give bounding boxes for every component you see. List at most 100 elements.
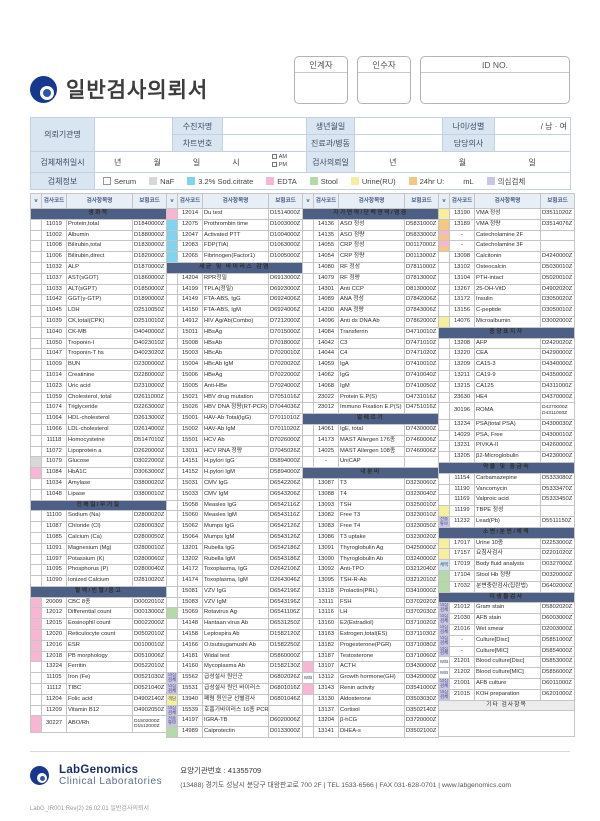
check-cell[interactable] <box>30 629 42 641</box>
check-cell[interactable] <box>30 683 42 695</box>
check-cell[interactable] <box>166 337 178 350</box>
check-cell[interactable] <box>438 240 450 253</box>
serum-checkbox[interactable] <box>103 177 111 185</box>
check-cell[interactable] <box>302 391 314 404</box>
check-cell[interactable] <box>30 326 42 339</box>
check-cell[interactable] <box>302 261 314 274</box>
check-cell[interactable] <box>166 251 178 263</box>
doctor-input[interactable] <box>494 134 571 152</box>
check-cell[interactable] <box>30 402 42 415</box>
check-cell[interactable] <box>166 726 178 739</box>
check-cell[interactable] <box>166 391 178 404</box>
check-cell[interactable] <box>438 494 450 507</box>
check-cell[interactable] <box>30 553 42 566</box>
check-cell[interactable] <box>166 618 178 631</box>
check-cell[interactable] <box>302 704 314 717</box>
check-cell[interactable] <box>166 639 178 652</box>
check-cell[interactable] <box>166 661 178 674</box>
check-cell[interactable] <box>302 294 314 307</box>
check-cell[interactable]: 의심 검체 <box>438 613 450 625</box>
check-cell[interactable] <box>302 564 314 577</box>
check-cell[interactable] <box>166 596 178 609</box>
check-cell[interactable] <box>30 672 42 685</box>
check-cell[interactable] <box>166 348 178 361</box>
check-cell[interactable] <box>30 467 42 479</box>
check-cell[interactable] <box>302 661 314 674</box>
check-cell[interactable] <box>30 607 42 620</box>
check-cell[interactable] <box>438 208 450 220</box>
check-cell[interactable] <box>302 553 314 566</box>
check-cell[interactable] <box>166 650 178 663</box>
check-cell[interactable] <box>438 418 450 431</box>
check-cell[interactable] <box>30 294 42 307</box>
check-cell[interactable] <box>30 348 42 361</box>
check-cell[interactable] <box>438 305 450 317</box>
check-cell[interactable] <box>30 521 42 533</box>
check-cell[interactable] <box>302 542 314 555</box>
check-cell[interactable] <box>166 218 178 231</box>
check-cell[interactable] <box>166 283 178 296</box>
pm-checkbox[interactable]: PM <box>271 162 287 168</box>
check-cell[interactable] <box>30 618 42 631</box>
check-cell[interactable]: 의심 검체 <box>438 677 450 690</box>
check-cell[interactable] <box>438 505 450 518</box>
check-cell[interactable] <box>30 261 42 274</box>
check-cell[interactable] <box>438 369 450 382</box>
check-cell[interactable]: W/B <box>438 656 450 669</box>
check-cell[interactable]: W/B <box>438 667 450 679</box>
check-cell[interactable] <box>166 369 178 382</box>
check-cell[interactable] <box>166 402 178 415</box>
check-cell[interactable] <box>302 477 314 490</box>
check-cell[interactable] <box>302 229 314 242</box>
check-cell[interactable] <box>30 510 42 523</box>
check-cell[interactable] <box>302 423 314 436</box>
check-cell[interactable] <box>302 315 314 328</box>
check-cell[interactable] <box>438 315 450 328</box>
check-cell[interactable]: 의심 검체 <box>166 704 178 717</box>
check-cell[interactable] <box>30 305 42 317</box>
dept-input[interactable] <box>354 134 443 152</box>
check-cell[interactable] <box>166 359 178 371</box>
check-cell[interactable] <box>438 402 450 420</box>
check-cell[interactable] <box>30 639 42 652</box>
check-cell[interactable] <box>30 650 42 663</box>
check-cell[interactable] <box>302 510 314 523</box>
check-cell[interactable] <box>302 326 314 339</box>
check-cell[interactable] <box>166 380 178 393</box>
check-cell[interactable] <box>302 531 314 544</box>
check-cell[interactable] <box>302 618 314 631</box>
check-cell[interactable] <box>166 585 178 598</box>
check-cell[interactable]: 의심 검체 <box>166 672 178 685</box>
check-cell[interactable] <box>302 585 314 598</box>
check-cell[interactable] <box>438 429 450 442</box>
check-cell[interactable] <box>166 499 178 512</box>
id-no-input[interactable] <box>421 73 569 103</box>
check-cell[interactable] <box>30 391 42 404</box>
check-cell[interactable] <box>438 272 450 285</box>
check-cell[interactable]: 체액 <box>438 559 450 571</box>
check-cell[interactable] <box>30 240 42 253</box>
check-cell[interactable] <box>166 240 178 253</box>
collect-datetime-input[interactable]: 년 월 일 시 AM PM <box>94 151 307 173</box>
check-cell[interactable] <box>438 391 450 404</box>
check-cell[interactable]: 의심 검체 <box>438 634 450 647</box>
check-cell[interactable] <box>438 218 450 231</box>
check-cell[interactable] <box>438 283 450 296</box>
check-cell[interactable] <box>438 380 450 393</box>
check-cell[interactable] <box>30 564 42 577</box>
check-cell[interactable] <box>30 251 42 263</box>
am-checkbox[interactable]: AM <box>271 154 287 160</box>
check-cell[interactable] <box>30 661 42 674</box>
check-cell[interactable]: 전용 튜브 <box>438 516 450 528</box>
check-cell[interactable] <box>166 272 178 285</box>
check-cell[interactable] <box>302 607 314 620</box>
check-cell[interactable] <box>166 326 178 339</box>
check-cell[interactable] <box>30 704 42 717</box>
check-cell[interactable] <box>166 208 178 220</box>
check-cell[interactable] <box>438 294 450 307</box>
check-cell[interactable] <box>302 272 314 285</box>
check-cell[interactable] <box>302 445 314 458</box>
check-cell[interactable] <box>302 575 314 587</box>
org-input[interactable] <box>94 117 173 152</box>
check-cell[interactable] <box>438 548 450 561</box>
